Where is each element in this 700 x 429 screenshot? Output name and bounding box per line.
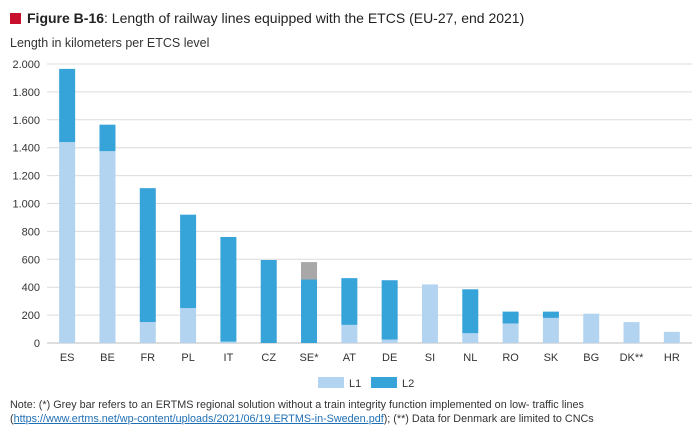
y-tick-label: 1.400 [12,143,40,155]
legend-label: L2 [402,378,414,390]
bar-l1-es [59,142,76,343]
bar-l1-pl [180,308,197,343]
x-tick-label: AT [343,352,357,364]
y-tick-label: 1.600 [12,115,40,127]
x-tick-label: IT [224,352,234,364]
bar-l1-be [99,151,116,343]
y-tick-label: 2.000 [12,59,40,71]
note-prefix: Note: (*) Grey bar refers to an ERTMS re… [10,399,584,425]
bar-l2-nl [462,289,479,334]
bar-grey-se [301,262,318,280]
y-axis-label: Length in kilometers per ETCS level [10,36,210,50]
x-tick-label: PL [181,352,194,364]
bar-l1-it [220,341,237,343]
x-tick-label: SI [425,352,435,364]
x-tick-label: SE* [300,352,320,364]
note-suffix: ); (**) Data for Denmark are limited to … [383,413,594,425]
x-tick-label: RO [502,352,519,364]
bar-l1-dk [623,322,640,343]
bar-l2-cz [260,259,277,343]
bar-l2-de [381,280,398,340]
y-tick-label: 1.200 [12,171,40,183]
legend-swatch [371,377,397,388]
figure-title: Figure B-16 : Length of railway lines eq… [10,8,524,28]
bar-chart: 0 200 400 600 800 1.000 1.200 1.400 1.600 1.800 2.… [12,59,692,390]
x-tick-label: DE [382,352,397,364]
bar-l2-at [341,278,358,325]
bar-l2-sk [542,311,559,318]
x-tick-label: HR [664,352,680,364]
legend-label: L1 [349,378,361,390]
bar-l2-es [59,68,76,143]
chart-note: Note: (*) Grey bar refers to an ERTMS re… [10,398,695,426]
x-tick-label: FR [140,352,155,364]
figure-caption: : Length of railway lines equipped with … [104,10,525,26]
x-tick-label: DK** [620,352,645,364]
x-tick-label: BG [583,352,599,364]
y-tick-label: 1.000 [12,199,40,211]
bar-l2-fr [139,188,156,323]
y-tick-label: 0 [34,338,40,350]
bar-l2-it [220,236,237,342]
bar-l2-ro [502,311,519,324]
bar-l1-si [421,284,438,343]
x-tick-label: CZ [261,352,276,364]
bar-l1-hr [663,331,680,343]
y-tick-label: 1.800 [12,87,40,99]
note-link[interactable]: https://www.ertms.net/wp-content/uploads… [13,413,384,425]
bar-l1-at [341,324,358,343]
x-tick-label: BE [100,352,115,364]
figure-number: Figure B-16 [27,10,105,26]
bar-l2-pl [180,214,197,309]
bar-l1-de [381,339,398,343]
bar-l1-nl [462,333,479,343]
x-tick-label: ES [60,352,75,364]
bar-l1-fr [139,322,156,343]
y-tick-label: 400 [22,282,40,294]
bar-l2-be [99,124,116,152]
bar-l1-sk [542,317,559,343]
legend-swatch [318,377,344,388]
bar-l1-bg [583,313,600,343]
bar-l2-se [301,279,318,343]
y-tick-label: 600 [22,254,40,266]
x-tick-label: SK [544,352,559,364]
bar-l1-ro [502,323,519,343]
x-tick-label: NL [463,352,477,364]
y-tick-label: 200 [22,310,40,322]
title-marker-icon [10,12,21,24]
y-tick-label: 800 [22,226,40,238]
